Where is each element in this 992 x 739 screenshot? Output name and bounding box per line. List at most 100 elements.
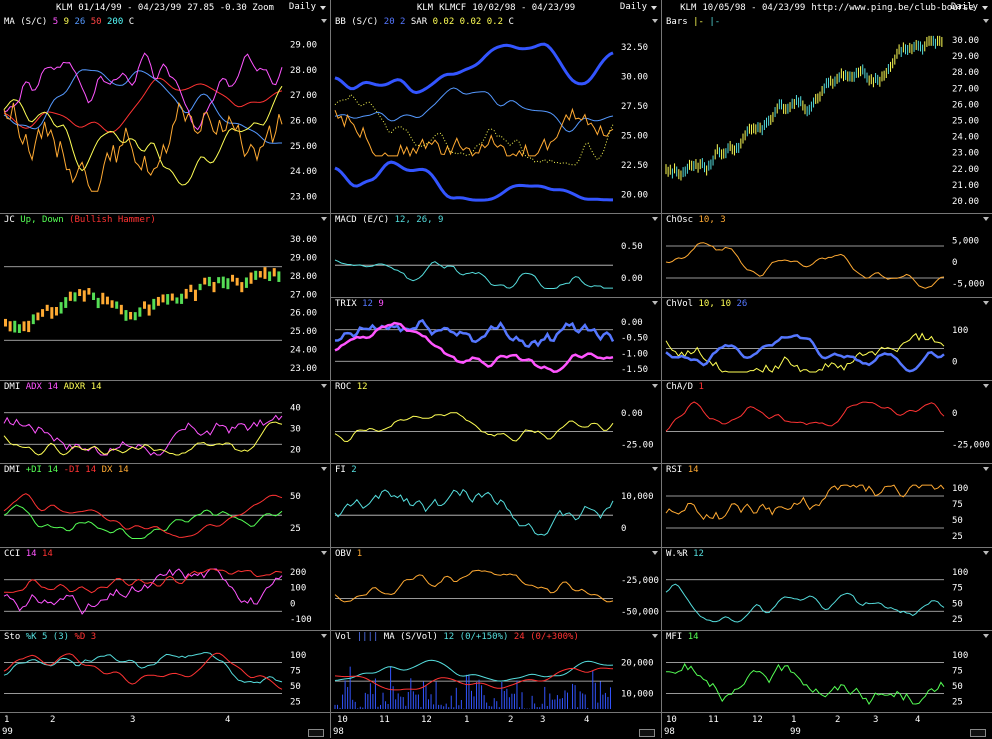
chevron-down-icon[interactable]: [321, 19, 327, 23]
chevron-down-icon[interactable]: [652, 551, 658, 555]
indicator-legend: ChVol 10, 10 26: [666, 299, 747, 309]
indicator-panel[interactable]: TRIX 12 9 0.00 -0.50 -1.00 -1.50: [331, 297, 661, 381]
axis-tick-label: 28.00: [952, 68, 979, 78]
year-label: 98: [664, 727, 675, 737]
scroll-button[interactable]: [308, 729, 324, 737]
indicator-panel[interactable]: ChVol 10, 10 26 100 0: [662, 297, 992, 381]
month-label: 3: [130, 715, 136, 725]
axis-tick-label: 26.00: [952, 100, 979, 110]
indicator-panel[interactable]: W.%R 12 100 75 50 25: [662, 547, 992, 631]
indicator-legend: Bars |- |-: [666, 17, 720, 27]
period-dropdown[interactable]: Daily: [288, 2, 327, 12]
indicator-panel[interactable]: MACD (E/C) 12, 26, 9 0.50 0.00: [331, 213, 661, 298]
indicator-param: 20: [383, 17, 401, 27]
axis-tick-label: 26.00: [290, 117, 317, 127]
indicator-panel[interactable]: JC Up, Down (Bullish Hammer) 30.00 29.00 2…: [0, 213, 330, 381]
indicator-panel[interactable]: ROC 12 0.00 -25.00: [331, 380, 661, 464]
axis-tick-label: 0: [290, 599, 295, 609]
chevron-down-icon[interactable]: [983, 217, 989, 221]
chevron-down-icon[interactable]: [652, 217, 658, 221]
axis-tick-label: 50: [952, 516, 963, 526]
candle: [133, 312, 137, 321]
axis-tick-label: 50: [952, 682, 963, 692]
indicator-panel[interactable]: Sto %K 5 (3) %D 3 100 75 50 25: [0, 630, 330, 713]
indicator-name: BB (S/C): [335, 17, 384, 27]
indicator-line: [3, 568, 283, 615]
indicator-plot: 5,000 0 -5,000: [665, 237, 985, 289]
indicator-panel[interactable]: Vol |||| MA (S/Vol) 12 (0/+150%) 24 (0/+…: [331, 630, 661, 713]
chevron-down-icon[interactable]: [321, 217, 327, 221]
chevron-down-icon[interactable]: [983, 467, 989, 471]
indicator-param: C: [128, 17, 135, 27]
candle: [268, 271, 272, 282]
indicator-plot: 100 75 50 25: [665, 484, 968, 542]
axis-tick-label: 75: [290, 666, 301, 676]
indicator-panel[interactable]: DMI +DI 14 -DI 14 DX 14 50 25: [0, 463, 330, 548]
candle: [41, 309, 45, 317]
indicator-panel[interactable]: ChOsc 10, 3 5,000 0 -5,000: [662, 213, 992, 298]
axis-tick-label: 28.00: [290, 66, 317, 76]
chevron-down-icon[interactable]: [652, 384, 658, 388]
indicator-panel[interactable]: FI 2 10,000 0: [331, 463, 661, 548]
scroll-button[interactable]: [639, 729, 655, 737]
chevron-down-icon[interactable]: [652, 301, 658, 305]
chevron-down-icon[interactable]: [983, 301, 989, 305]
indicator-panel[interactable]: OBV 1 -25,000 -50,000: [331, 547, 661, 631]
axis-tick-label: 100: [290, 651, 306, 661]
axis-tick-label: 27.00: [290, 91, 317, 101]
indicator-name: JC: [4, 215, 21, 225]
indicator-panel[interactable]: ChA/D 1 0 -25,000: [662, 380, 992, 464]
chevron-down-icon[interactable]: [321, 384, 327, 388]
indicator-plot: 50 25: [3, 492, 301, 539]
indicator-panel[interactable]: BB (S/C) 20 2 SAR 0.02 0.02 0.2 C 32.50 3…: [331, 16, 661, 213]
indicator-panel[interactable]: DMI ADX 14 ADXR 14 40 30 20: [0, 380, 330, 464]
month-label: 3: [540, 715, 546, 725]
indicator-line: [665, 332, 945, 373]
indicator-legend: Vol |||| MA (S/Vol) 12 (0/+150%) 24 (0/+…: [335, 632, 579, 642]
indicator-panel[interactable]: MFI 14 100 75 50 25: [662, 630, 992, 713]
indicator-plot: 30.00 29.00 28.00 27.00 26.00 25.00 24.00 23.00…: [665, 35, 979, 207]
chart-title-bar: KLM KLMCF 10/02/98 - 04/23/99 Daily: [331, 0, 661, 16]
chevron-down-icon[interactable]: [983, 551, 989, 555]
indicator-line: [334, 321, 614, 373]
indicator-panel[interactable]: Bars |- |- 30.00 29.00 28.00 27.00 26.00 25.0…: [662, 16, 992, 213]
indicator-panel[interactable]: MA (S/C) 5 9 26 50 200 C 29.00 28.00 27.00…: [0, 16, 330, 213]
candle: [272, 268, 276, 277]
indicator-panel[interactable]: RSI 14 100 75 50 25: [662, 463, 992, 548]
indicator-name: Bars: [666, 17, 694, 27]
axis-tick-label: 0: [952, 357, 957, 367]
axis-tick-label: -100: [290, 615, 312, 625]
indicator-legend: DMI +DI 14 -DI 14 DX 14: [4, 465, 129, 475]
candle: [68, 291, 72, 301]
candle: [244, 277, 248, 288]
indicator-legend: MACD (E/C) 12, 26, 9: [335, 215, 443, 225]
indicator-panel[interactable]: CCI 14 14 200 100 0 -100: [0, 547, 330, 631]
chevron-down-icon[interactable]: [983, 19, 989, 23]
title-extra: 27.85 -0.30 Zoom: [187, 3, 274, 13]
column-divider: [661, 0, 662, 738]
candle: [138, 307, 142, 317]
chevron-down-icon[interactable]: [652, 467, 658, 471]
chevron-down-icon[interactable]: [652, 634, 658, 638]
axis-tick-label: 100: [290, 584, 306, 594]
indicator-param: 24 (0/+300%): [513, 632, 579, 642]
year-label: 98: [333, 727, 344, 737]
period-dropdown[interactable]: Daily: [619, 2, 658, 12]
chevron-down-icon[interactable]: [321, 551, 327, 555]
chevron-down-icon[interactable]: [652, 19, 658, 23]
period-dropdown[interactable]: Daily: [950, 2, 989, 12]
indicator-legend: RSI 14: [666, 465, 699, 475]
axis-tick-label: 20.00: [952, 197, 979, 207]
indicator-param: SAR: [410, 17, 433, 27]
candle: [203, 277, 207, 285]
scroll-button[interactable]: [970, 729, 986, 737]
indicator-param: 2: [351, 465, 357, 475]
candle: [50, 307, 54, 319]
chevron-down-icon[interactable]: [321, 467, 327, 471]
chevron-down-icon[interactable]: [983, 634, 989, 638]
axis-tick-label: 25: [952, 532, 963, 542]
chevron-down-icon[interactable]: [321, 634, 327, 638]
axis-tick-label: 20,000: [621, 659, 654, 669]
axis-tick-label: 30: [290, 425, 301, 435]
chevron-down-icon[interactable]: [983, 384, 989, 388]
